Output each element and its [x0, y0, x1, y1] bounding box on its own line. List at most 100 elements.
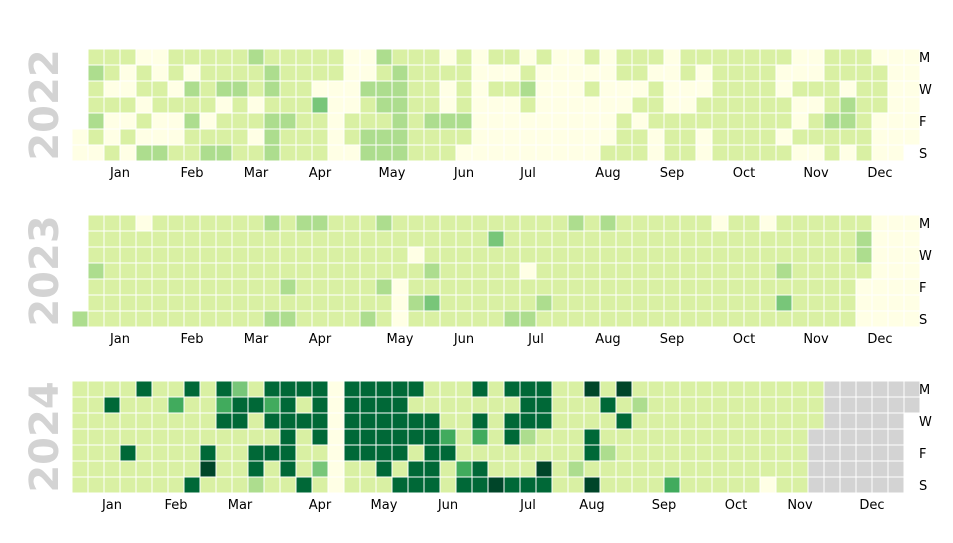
day-cell: [504, 461, 520, 477]
day-cell: [216, 129, 232, 145]
day-cell: [328, 295, 344, 311]
day-cell: [88, 113, 104, 129]
day-cell: [424, 279, 440, 295]
weekday-label: W: [919, 249, 932, 264]
month-label: Oct: [733, 332, 755, 347]
day-cell: [680, 129, 696, 145]
day-cell: [456, 311, 472, 327]
day-cell: [680, 113, 696, 129]
day-cell: [120, 381, 136, 397]
day-cell: [136, 311, 152, 327]
day-cell: [888, 263, 904, 279]
day-cell: [264, 397, 280, 413]
day-cell: [456, 247, 472, 263]
heatmap-cells: [72, 49, 920, 161]
day-cell: [584, 215, 600, 231]
day-cell: [664, 461, 680, 477]
day-cell: [328, 215, 344, 231]
day-cell: [712, 113, 728, 129]
day-cell: [856, 97, 872, 113]
day-cell: [456, 145, 472, 161]
day-cell: [696, 295, 712, 311]
month-label: Apr: [309, 166, 332, 181]
day-cell: [584, 65, 600, 81]
day-cell: [360, 397, 376, 413]
day-cell: [728, 145, 744, 161]
day-cell: [344, 413, 360, 429]
day-cell: [248, 97, 264, 113]
day-cell: [216, 477, 232, 493]
day-cell: [648, 247, 664, 263]
day-cell: [840, 429, 856, 445]
day-cell: [584, 81, 600, 97]
day-cell: [696, 247, 712, 263]
day-cell: [488, 397, 504, 413]
day-cell: [280, 381, 296, 397]
day-cell: [728, 279, 744, 295]
day-cell: [488, 445, 504, 461]
day-cell: [520, 215, 536, 231]
day-cell: [568, 477, 584, 493]
day-cell: [440, 97, 456, 113]
day-cell: [312, 145, 328, 161]
day-cell: [504, 81, 520, 97]
day-cell: [328, 65, 344, 81]
day-cell: [200, 215, 216, 231]
day-cell: [312, 477, 328, 493]
month-label: Mar: [244, 332, 269, 347]
month-label: Aug: [595, 166, 620, 181]
day-cell: [616, 413, 632, 429]
day-cell: [376, 429, 392, 445]
day-cell: [248, 279, 264, 295]
calendar-panel-2023: 2023 Jan Feb Mar Apr May Jun Jul Aug Sep Oct Nov Dec…: [22, 215, 932, 347]
day-cell: [88, 231, 104, 247]
day-cell: [664, 295, 680, 311]
day-cell: [760, 129, 776, 145]
day-cell: [680, 397, 696, 413]
day-cell: [296, 461, 312, 477]
day-cell: [744, 279, 760, 295]
day-cell: [184, 381, 200, 397]
day-cell: [344, 263, 360, 279]
day-cell: [440, 247, 456, 263]
day-cell: [888, 81, 904, 97]
day-cell: [712, 263, 728, 279]
day-cell: [376, 279, 392, 295]
day-cell: [568, 215, 584, 231]
day-cell: [712, 65, 728, 81]
day-cell: [536, 113, 552, 129]
day-cell: [136, 445, 152, 461]
day-cell: [296, 477, 312, 493]
day-cell: [184, 81, 200, 97]
day-cell: [104, 49, 120, 65]
day-cell: [568, 445, 584, 461]
day-cell: [280, 461, 296, 477]
day-cell: [904, 97, 920, 113]
day-cell: [568, 49, 584, 65]
day-cell: [424, 461, 440, 477]
day-cell: [616, 65, 632, 81]
day-cell: [488, 295, 504, 311]
day-cell: [88, 461, 104, 477]
day-cell: [488, 461, 504, 477]
day-cell: [840, 113, 856, 129]
day-cell: [168, 263, 184, 279]
weekday-label: F: [919, 115, 926, 130]
day-cell: [296, 65, 312, 81]
day-cell: [200, 279, 216, 295]
day-cell: [632, 129, 648, 145]
day-cell: [776, 215, 792, 231]
day-cell: [520, 247, 536, 263]
day-cell: [344, 279, 360, 295]
day-cell: [312, 215, 328, 231]
day-cell: [424, 145, 440, 161]
day-cell: [616, 81, 632, 97]
day-cell: [328, 413, 344, 429]
day-cell: [72, 397, 88, 413]
day-cell: [200, 65, 216, 81]
day-cell: [440, 65, 456, 81]
year-label: 2024: [22, 381, 68, 492]
day-cell: [808, 129, 824, 145]
day-cell: [776, 247, 792, 263]
day-cell: [296, 129, 312, 145]
